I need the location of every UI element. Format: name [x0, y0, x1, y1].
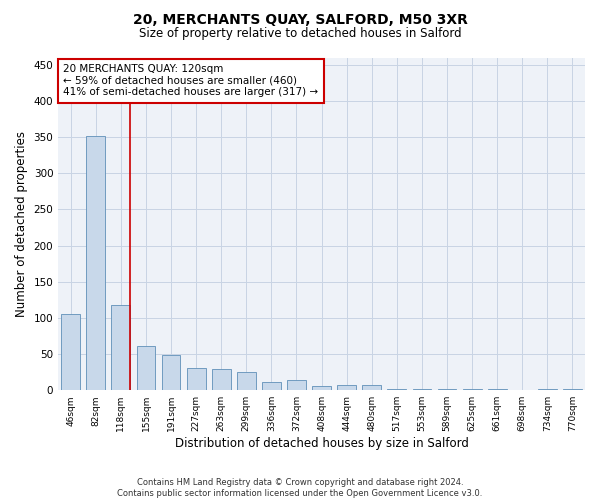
Bar	[237, 372, 256, 390]
Bar	[362, 385, 381, 390]
Bar	[187, 368, 206, 390]
Bar	[262, 382, 281, 390]
Bar	[413, 389, 431, 390]
Text: 20 MERCHANTS QUAY: 120sqm
← 59% of detached houses are smaller (460)
41% of semi: 20 MERCHANTS QUAY: 120sqm ← 59% of detac…	[64, 64, 319, 98]
Y-axis label: Number of detached properties: Number of detached properties	[15, 131, 28, 317]
Bar	[161, 356, 181, 390]
Text: 20, MERCHANTS QUAY, SALFORD, M50 3XR: 20, MERCHANTS QUAY, SALFORD, M50 3XR	[133, 12, 467, 26]
Bar	[112, 305, 130, 390]
Bar	[312, 386, 331, 390]
Bar	[86, 136, 105, 390]
Bar	[61, 314, 80, 390]
Text: Contains HM Land Registry data © Crown copyright and database right 2024.
Contai: Contains HM Land Registry data © Crown c…	[118, 478, 482, 498]
Text: Size of property relative to detached houses in Salford: Size of property relative to detached ho…	[139, 28, 461, 40]
Bar	[388, 389, 406, 390]
Bar	[212, 368, 230, 390]
Bar	[287, 380, 306, 390]
Bar	[137, 346, 155, 390]
X-axis label: Distribution of detached houses by size in Salford: Distribution of detached houses by size …	[175, 437, 469, 450]
Bar	[337, 385, 356, 390]
